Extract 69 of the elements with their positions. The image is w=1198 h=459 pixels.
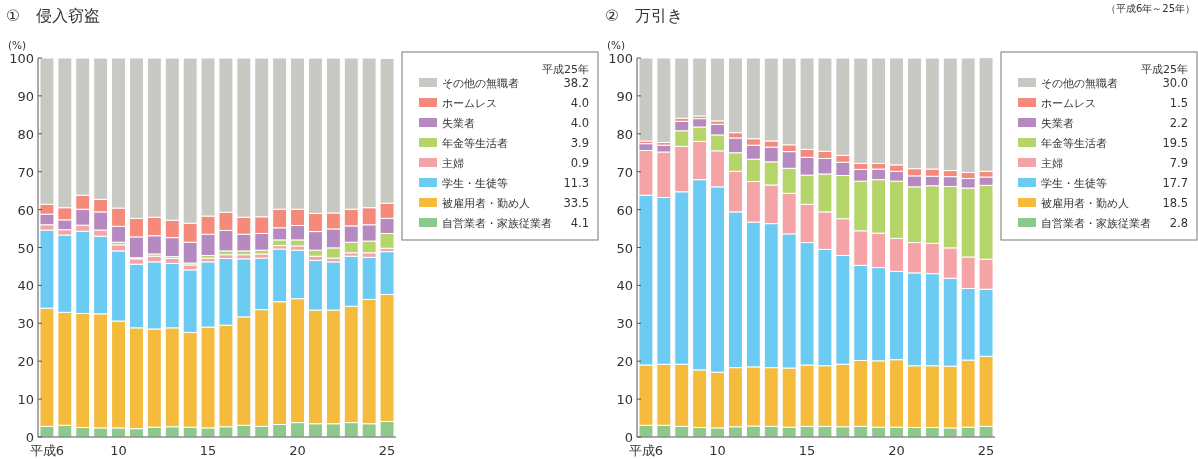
- y-tick-label: 40: [17, 278, 34, 294]
- legend-item: 主婦 0.9: [419, 156, 589, 170]
- x-tick-label: 平成6: [628, 443, 664, 458]
- x-tick-label: 10: [110, 443, 127, 458]
- y-tick-label: 60: [17, 202, 34, 218]
- legend-item: 自営業者・家族従業者 2.8: [1018, 216, 1188, 230]
- x-tick-label: 10: [709, 443, 726, 458]
- legend-label: その他の無職者: [1041, 77, 1118, 90]
- y-tick-label: 90: [17, 88, 34, 104]
- y-tick-label: 30: [17, 316, 34, 332]
- x-tick-label: 平成6: [29, 443, 65, 458]
- legend-label: 自営業者・家族従業者: [1041, 217, 1151, 230]
- y-axis-title: (%): [607, 39, 626, 51]
- legend-label: 失業者: [442, 117, 475, 130]
- y-tick-label: 70: [17, 164, 34, 180]
- legend-item: その他の無職者 30.0: [1018, 76, 1188, 90]
- x-tick-label: 15: [798, 443, 816, 458]
- x-tick-label: 15: [199, 443, 217, 458]
- x-tick-label: 20: [888, 443, 905, 458]
- legend-item: 被雇用者・勤め人 33.5: [419, 196, 589, 210]
- y-tick-label: 80: [616, 126, 633, 142]
- y-tick-label: 100: [9, 51, 34, 66]
- y-tick-label: 20: [17, 354, 34, 370]
- legend-item: 学生・生徒等 17.7: [1018, 176, 1188, 190]
- y-tick-label: 90: [616, 88, 633, 104]
- x-tick-label: 25: [977, 443, 995, 458]
- legend-item: 年金等生活者 19.5: [1018, 136, 1188, 150]
- text: （平成6年～25年）: [1105, 3, 1195, 14]
- legend-item: 年金等生活者 3.9: [419, 136, 589, 150]
- legend-label: 被雇用者・勤め人: [1041, 197, 1129, 210]
- y-tick-label: 50: [17, 240, 34, 256]
- legend-item: ホームレス 1.5: [1018, 96, 1188, 110]
- legend-label: 年金等生活者: [442, 137, 508, 150]
- title: ① 侵入窃盗: [6, 7, 100, 25]
- x-tick-label: 25: [378, 443, 396, 458]
- legend-label: 学生・生徒等: [442, 177, 508, 190]
- legend-title: 平成25年: [542, 63, 589, 76]
- y-tick-label: 0: [624, 430, 633, 445]
- legend-item: その他の無職者 38.2: [419, 76, 589, 90]
- y-tick-label: 10: [616, 392, 633, 408]
- y-tick-label: 20: [616, 354, 633, 370]
- legend-label: 自営業者・家族従業者: [442, 217, 552, 230]
- legend-label: ホームレス: [1041, 97, 1096, 110]
- legend-item: ホームレス 4.0: [419, 96, 589, 110]
- y-tick-label: 50: [616, 240, 633, 256]
- y-tick-label: 10: [17, 392, 34, 408]
- y-tick-label: 0: [25, 430, 34, 445]
- y-tick-label: 70: [616, 164, 633, 180]
- title: ② 万引き: [605, 7, 683, 25]
- legend-title: 平成25年: [1141, 63, 1188, 76]
- legend-label: 主婦: [1041, 157, 1063, 170]
- y-tick-label: 80: [17, 126, 34, 142]
- legend-label: ホームレス: [442, 97, 497, 110]
- y-tick-label: 30: [616, 316, 633, 332]
- legend-label: 年金等生活者: [1041, 137, 1107, 150]
- legend-item: 学生・生徒等 11.3: [419, 176, 589, 190]
- y-tick-label: 100: [608, 51, 633, 66]
- legend-item: 失業者 4.0: [419, 116, 589, 130]
- legend-item: 主婦 7.9: [1018, 156, 1188, 170]
- legend-label: 失業者: [1041, 117, 1074, 130]
- x-tick-label: 20: [289, 443, 306, 458]
- legend-item: 被雇用者・勤め人 18.5: [1018, 196, 1188, 210]
- y-tick-label: 60: [616, 202, 633, 218]
- legend-item: 自営業者・家族従業者 4.1: [419, 216, 589, 230]
- y-axis-title: (%): [8, 39, 27, 51]
- legend-label: 被雇用者・勤め人: [442, 197, 530, 210]
- y-tick-label: 40: [616, 278, 633, 294]
- legend-label: 主婦: [442, 157, 464, 170]
- legend-item: 失業者 2.2: [1018, 116, 1188, 130]
